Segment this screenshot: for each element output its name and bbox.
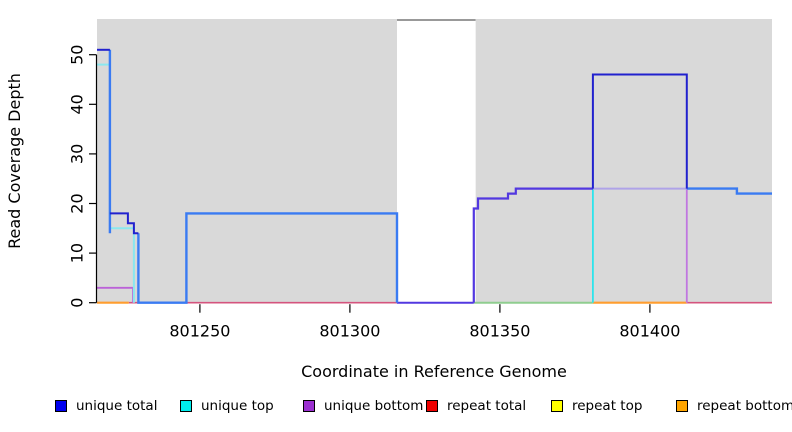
alignment-gap-top-bar <box>397 19 476 21</box>
y-axis-tick-label: 0 <box>68 298 87 308</box>
legend-label: repeat total <box>447 398 527 414</box>
y-axis-tick-label: 10 <box>68 243 87 263</box>
legend-swatch-repeat-bottom <box>676 400 688 412</box>
legend-label: unique total <box>76 398 158 414</box>
axes-layer: 0 10 20 30 40 50 801250 801300 801350 801400 <box>68 45 681 341</box>
legend-item-repeat-total: repeat total <box>426 398 526 414</box>
legend-item-unique-total: unique total <box>55 398 157 414</box>
series-segment-total-bottom-overlap-rise <box>472 187 593 303</box>
background-regions-layer <box>97 19 772 303</box>
legend-label: repeat top <box>572 398 643 414</box>
legend-swatch-repeat-total <box>426 400 438 412</box>
legend-item-unique-bottom: unique bottom <box>303 398 423 414</box>
series-segment-total-top-overlap-block <box>137 212 399 304</box>
x-axis-label: Coordinate in Reference Genome <box>301 362 567 381</box>
legend-item-unique-top: unique top <box>180 398 274 414</box>
legend-label: unique bottom <box>324 398 424 414</box>
covered-region-left <box>97 19 397 303</box>
legend-swatch-unique-top <box>180 400 192 412</box>
legend-swatch-unique-total <box>55 400 67 412</box>
y-axis-tick-label: 30 <box>68 144 87 164</box>
legend-label: repeat bottom <box>697 398 792 414</box>
legend-item-repeat-top: repeat top <box>551 398 642 414</box>
legend-item-repeat-bottom: repeat bottom <box>676 398 792 414</box>
legend-swatch-unique-bottom <box>303 400 315 412</box>
y-axis-tick-label: 50 <box>68 45 87 65</box>
legend-label: unique top <box>201 398 274 414</box>
x-axis-tick-label: 801350 <box>469 322 530 341</box>
y-axis-tick-label: 20 <box>68 193 87 213</box>
series-lines-layer <box>97 48 772 304</box>
x-axis-tick-label: 801250 <box>169 322 230 341</box>
x-axis-tick-label: 801300 <box>319 322 380 341</box>
y-axis-label: Read Coverage Depth <box>5 73 24 249</box>
x-axis-tick-label: 801400 <box>619 322 680 341</box>
series-segment-unique-total-46-box <box>591 73 688 189</box>
series-segment-unique-total-steps <box>109 212 139 235</box>
alignment-gap <box>397 19 476 303</box>
series-segment-total-top-overlap-right <box>686 187 772 195</box>
y-axis-tick-label: 40 <box>68 94 87 114</box>
legend-swatch-repeat-top <box>551 400 563 412</box>
covered-region-right <box>475 19 772 303</box>
